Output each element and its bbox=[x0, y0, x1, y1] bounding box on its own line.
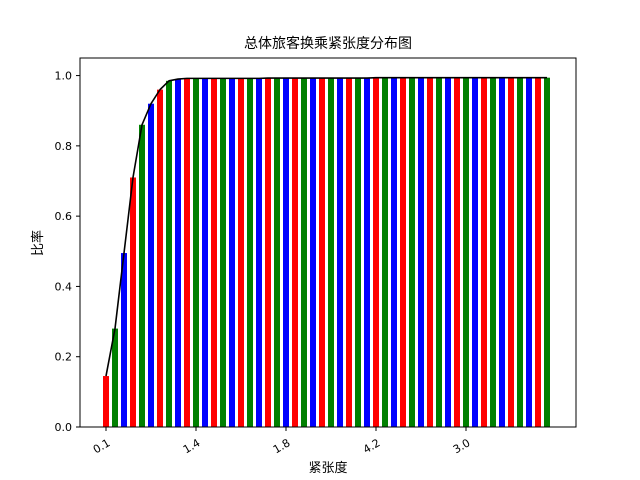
bar bbox=[184, 78, 190, 427]
bar bbox=[436, 77, 442, 428]
y-tick-label: 1.0 bbox=[55, 70, 73, 83]
bar bbox=[346, 78, 352, 427]
bar bbox=[112, 328, 118, 427]
bar bbox=[373, 77, 379, 428]
bar-series bbox=[103, 77, 550, 428]
bar bbox=[202, 78, 208, 427]
bar bbox=[355, 78, 361, 427]
bar bbox=[337, 78, 343, 427]
bar bbox=[175, 79, 181, 427]
bar bbox=[220, 78, 226, 427]
bar bbox=[499, 77, 505, 428]
bar bbox=[463, 77, 469, 428]
y-tick-label: 0.0 bbox=[55, 421, 73, 434]
bar bbox=[265, 78, 271, 427]
bar bbox=[328, 78, 334, 427]
bar bbox=[481, 77, 487, 428]
bar bbox=[166, 80, 172, 427]
chart-title: 总体旅客换乘紧张度分布图 bbox=[244, 35, 412, 52]
plot-frame bbox=[79, 57, 577, 428]
x-axis-label: 紧张度 bbox=[308, 460, 347, 476]
bar bbox=[292, 78, 298, 427]
bar bbox=[364, 78, 370, 427]
bar bbox=[283, 78, 289, 427]
bar bbox=[301, 78, 307, 427]
bar bbox=[130, 177, 136, 427]
bar bbox=[274, 78, 280, 427]
bar bbox=[238, 78, 244, 427]
bar bbox=[319, 78, 325, 427]
bar bbox=[256, 78, 262, 427]
bar bbox=[526, 77, 532, 428]
bar bbox=[535, 77, 541, 428]
bar bbox=[157, 89, 163, 427]
bar bbox=[427, 77, 433, 428]
bar bbox=[247, 78, 253, 427]
bar bbox=[193, 78, 199, 427]
bar bbox=[544, 77, 550, 428]
bar bbox=[517, 77, 523, 428]
cumulative-line bbox=[105, 76, 547, 377]
bar bbox=[454, 77, 460, 428]
bar bbox=[472, 77, 478, 428]
bar bbox=[382, 77, 388, 428]
bar bbox=[139, 124, 145, 428]
bar bbox=[409, 77, 415, 428]
y-axis: 0.0 0.2 0.4 0.6 0.8 1.0 bbox=[55, 70, 80, 434]
y-tick-label: 0.8 bbox=[55, 140, 73, 153]
y-tick-label: 0.2 bbox=[55, 351, 73, 364]
bar bbox=[445, 77, 451, 428]
y-tick-label: 0.4 bbox=[55, 280, 73, 293]
bar bbox=[229, 78, 235, 427]
y-tick-label: 0.6 bbox=[55, 210, 73, 223]
bar bbox=[103, 376, 109, 427]
bar bbox=[121, 253, 127, 427]
bar bbox=[211, 78, 217, 427]
bar bbox=[148, 103, 154, 427]
bar bbox=[310, 78, 316, 427]
bar bbox=[490, 77, 496, 428]
line-path bbox=[105, 76, 547, 377]
bar bbox=[418, 77, 424, 428]
bar bbox=[400, 77, 406, 428]
bar bbox=[391, 77, 397, 428]
y-axis-label: 比率 bbox=[30, 230, 46, 256]
bar bbox=[508, 77, 514, 428]
